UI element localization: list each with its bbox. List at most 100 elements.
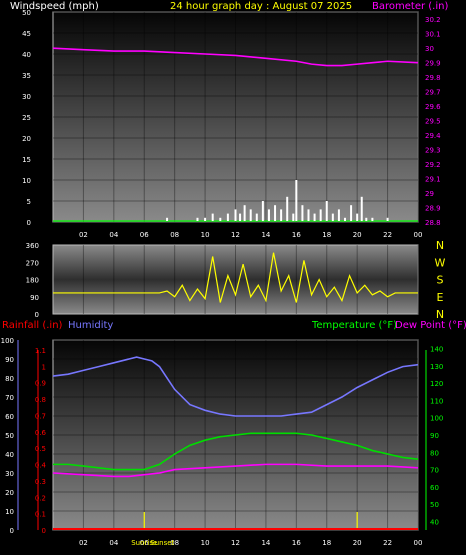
temp-x-tick-label: 18: [322, 539, 331, 547]
wind-speed-bar: [344, 217, 346, 221]
barometer-y-tick-label: 29.3: [425, 147, 441, 155]
barometer-series-line: [52, 47, 419, 67]
wind-speed-bar: [166, 217, 169, 221]
wind-speed-bar: [286, 196, 289, 221]
wind-speed-bar: [350, 205, 353, 221]
graph-date-title: 24 hour graph day : August 07 2025: [170, 1, 353, 12]
compass-label: E: [437, 291, 444, 304]
humidity-y-tick-label: 80: [5, 375, 14, 383]
temp-y-tick-label: 90: [430, 432, 439, 440]
barometer-y-tick-label: 28.9: [425, 205, 441, 213]
compass-label: S: [437, 274, 444, 287]
wind-speed-bar: [280, 209, 283, 221]
temp-y-tick-label: 40: [430, 518, 439, 526]
compass-label: W: [435, 256, 446, 269]
humidity-y-tick-label: 90: [5, 356, 14, 364]
wind-speed-bar: [331, 213, 334, 221]
humidity-y-tick-label: 40: [5, 451, 14, 459]
wind-x-tick-label: 18: [322, 231, 331, 239]
rain-y-tick-label: 1: [42, 363, 46, 371]
temp-y-tick-label: 70: [430, 467, 439, 475]
wind-y-tick-label: 25: [22, 114, 31, 122]
wind-x-tick-label: 00: [414, 231, 423, 239]
temperature-series-line: [53, 432, 419, 471]
direction-y-tick-label: 0: [35, 311, 39, 319]
temp-x-tick-label: 04: [109, 539, 118, 547]
wind-x-tick-label: 04: [109, 231, 118, 239]
rain-y-tick-label: 1.1: [35, 347, 46, 355]
rain-y-tick-label: 0: [42, 527, 46, 535]
wind-speed-bar: [307, 209, 310, 221]
windspeed-axis-title: Windspeed (mph): [10, 1, 99, 12]
temp-x-tick-label: 00: [414, 539, 423, 547]
rain-y-tick-label: 0.7: [35, 412, 46, 420]
humidity-y-tick-label: 20: [5, 489, 14, 497]
rain-y-tick-label: 0.6: [35, 429, 47, 437]
wind-speed-bar: [226, 213, 229, 221]
wind-speed-bar: [301, 205, 304, 221]
compass-label: N: [436, 308, 444, 321]
compass-label: N: [436, 239, 444, 252]
wind-x-tick-label: 08: [170, 231, 179, 239]
barometer-y-tick-label: 29.5: [425, 118, 441, 126]
wind-speed-bar: [325, 201, 328, 221]
wind-speed-bar: [292, 213, 295, 221]
wind-speed-bar: [386, 217, 389, 221]
barometer-y-tick-label: 29.8: [425, 74, 441, 82]
temp-x-tick-label: 16: [292, 539, 301, 547]
barometer-y-tick-label: 29: [425, 190, 434, 198]
humidity-y-tick-label: 60: [5, 413, 14, 421]
wind-x-tick-label: 02: [79, 231, 88, 239]
temp-x-tick-label: 08: [170, 539, 179, 547]
wind-direction-panel: [52, 244, 419, 315]
wind-speed-bar: [261, 201, 264, 221]
wind-y-tick-label: 50: [22, 9, 31, 17]
wind-speed-bar: [337, 209, 340, 221]
wind-speed-bar: [371, 217, 374, 221]
wind-speed-bar: [360, 196, 363, 221]
humidity-y-tick-label: 70: [5, 394, 14, 402]
direction-y-tick-label: 270: [26, 259, 39, 267]
direction-y-tick-label: 90: [30, 294, 39, 302]
rain-y-tick-label: 0.5: [35, 445, 46, 453]
rain-y-tick-label: 0.9: [35, 380, 46, 388]
humidity-series-line: [52, 356, 419, 417]
wind-y-tick-label: 40: [22, 51, 31, 59]
temp-x-tick-label: 12: [231, 539, 240, 547]
barometer-y-tick-label: 28.8: [425, 219, 441, 227]
wind-x-tick-label: 14: [261, 231, 270, 239]
wind-y-tick-label: 45: [22, 30, 31, 38]
barometer-y-tick-label: 29.1: [425, 176, 441, 184]
wind-speed-bar: [219, 217, 222, 221]
wind-x-tick-label: 12: [231, 231, 240, 239]
temp-x-tick-label: 14: [261, 539, 270, 547]
wind-speed-bar: [239, 213, 242, 221]
humidity-y-tick-label: 30: [5, 470, 14, 478]
temp-y-tick-label: 80: [430, 449, 439, 457]
dewpoint-axis-title: Dew Point (°F): [395, 320, 466, 331]
temp-y-tick-label: 110: [430, 397, 443, 405]
dewpoint-series-line: [52, 463, 419, 478]
temp-x-tick-label: 22: [383, 539, 392, 547]
wind-barometer-panel: [52, 11, 419, 223]
sunrise-label: Sunrise: [131, 539, 157, 547]
humidity-y-tick-label: 50: [5, 432, 14, 440]
wind-speed-bar: [249, 209, 252, 221]
barometer-y-tick-label: 30: [425, 45, 434, 53]
wind-y-tick-label: 35: [22, 72, 31, 80]
wind-speed-bar: [196, 217, 199, 221]
wind-x-tick-label: 10: [201, 231, 210, 239]
barometer-y-tick-label: 29.9: [425, 60, 441, 68]
wind-speed-bar: [234, 209, 237, 221]
humidity-y-tick-label: 0: [10, 527, 14, 535]
wind-y-tick-label: 5: [27, 198, 31, 206]
barometer-axis-title: Barometer (.in): [372, 1, 449, 12]
barometer-y-tick-label: 29.4: [425, 132, 441, 140]
rain-y-tick-label: 0.4: [35, 462, 47, 470]
humidity-y-tick-label: 10: [5, 508, 14, 516]
wind-y-tick-label: 20: [22, 135, 31, 143]
wind-speed-bar: [255, 213, 258, 221]
wind-y-tick-label: 15: [22, 156, 31, 164]
